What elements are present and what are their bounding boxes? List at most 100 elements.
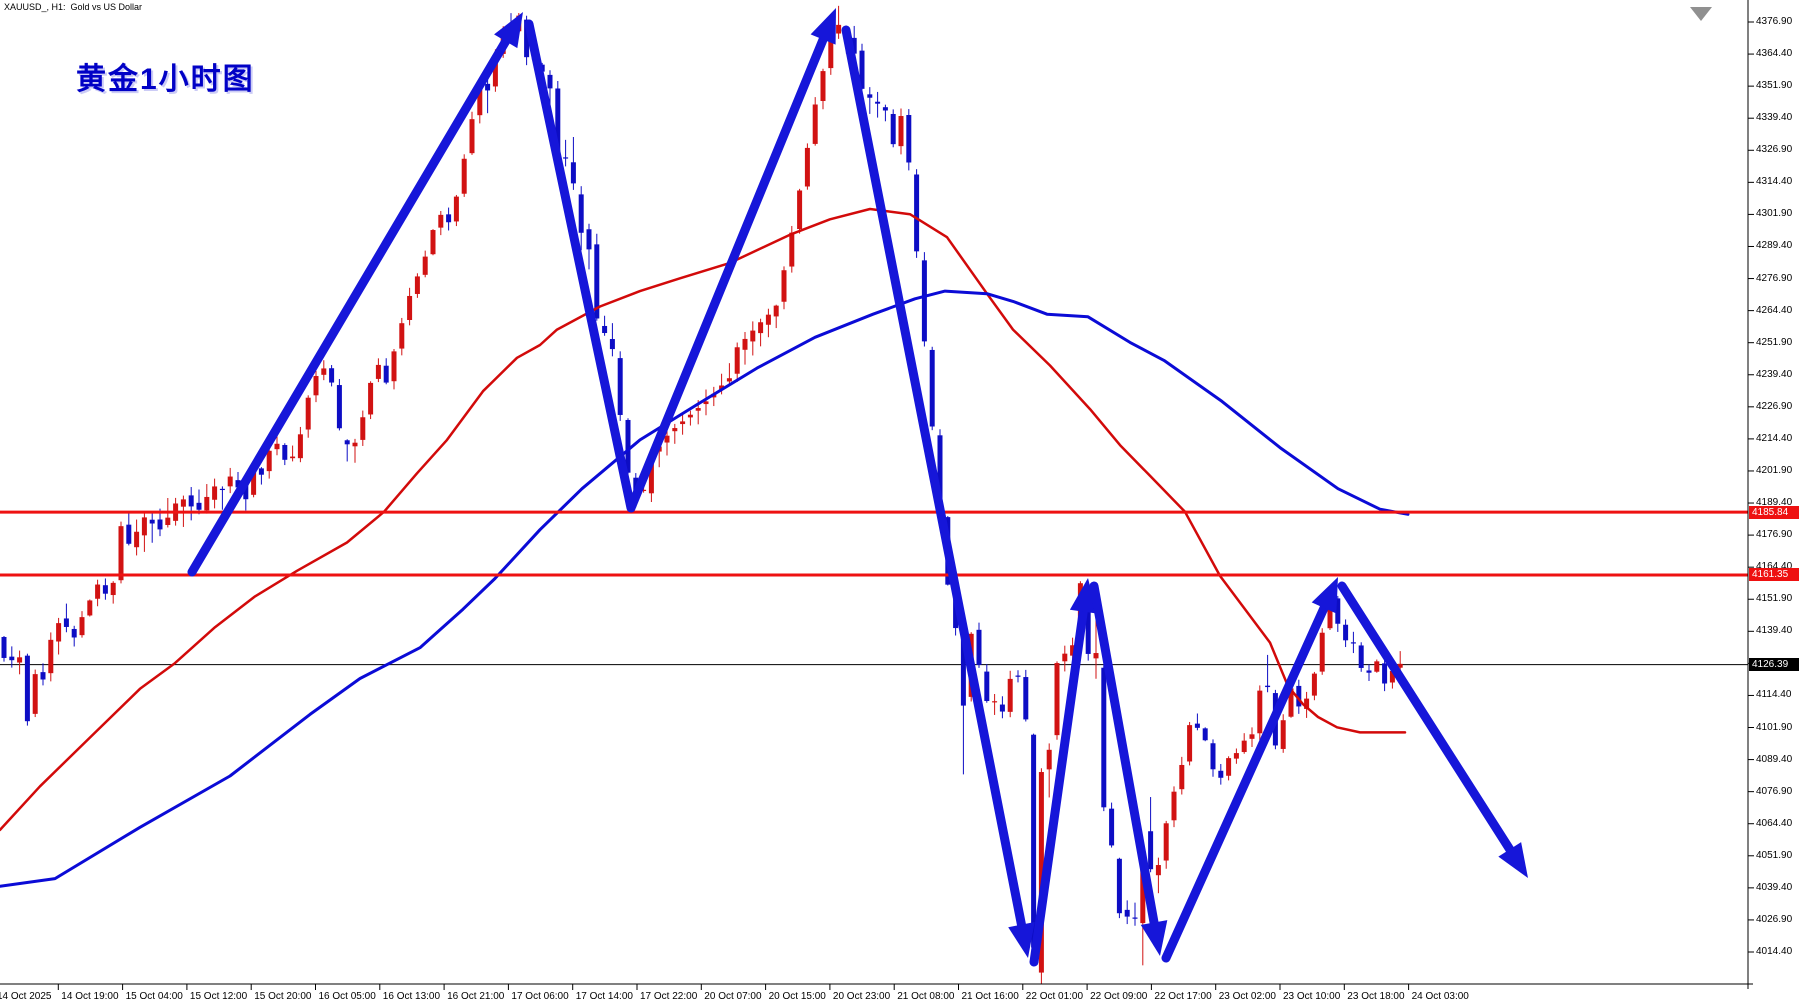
x-axis-label: 23 Oct 02:00 <box>1218 991 1276 1002</box>
candle-down <box>336 385 342 429</box>
candle-up <box>251 469 257 495</box>
candle-down <box>329 368 335 383</box>
candle-down <box>1358 645 1364 668</box>
level-price-badge: 4161.35 <box>1749 568 1799 582</box>
candle-up <box>1241 740 1247 753</box>
candle-up <box>1179 764 1185 790</box>
arrow-head <box>1008 922 1035 958</box>
candle-up <box>274 443 280 450</box>
x-axis-label: 15 Oct 04:00 <box>125 991 183 1002</box>
y-axis-label: 4289.40 <box>1756 240 1793 252</box>
y-axis-label: 4351.90 <box>1756 80 1793 92</box>
candle-down <box>282 444 288 460</box>
y-axis-label: 4339.40 <box>1756 112 1793 124</box>
candle-down <box>547 74 553 89</box>
candle-down <box>1124 909 1130 917</box>
plot-area[interactable] <box>0 5 1748 984</box>
candle-up <box>87 600 93 616</box>
candle-down <box>563 157 569 159</box>
candle-down <box>1085 595 1091 654</box>
trend-arrow-recovery-leg[interactable] <box>1161 577 1338 963</box>
arrow-head <box>1498 842 1528 878</box>
candle-up <box>110 582 116 596</box>
y-axis-label: 4101.90 <box>1756 721 1793 733</box>
candle-up <box>461 158 467 194</box>
x-axis-label: 21 Oct 16:00 <box>961 991 1019 1002</box>
candle-up <box>414 276 420 294</box>
candle-up <box>56 623 62 642</box>
candle-up <box>898 116 904 147</box>
candle-up <box>477 85 483 116</box>
candle-up <box>368 382 374 415</box>
candle-down <box>1 636 7 658</box>
trend-arrow-crash-leg-2[interactable] <box>1089 581 1168 956</box>
candle-up <box>836 24 842 34</box>
candle-up <box>719 385 725 390</box>
candle-down <box>859 50 865 89</box>
candle-up <box>469 119 475 154</box>
candle-down <box>219 488 225 491</box>
y-axis-label: 4039.40 <box>1756 881 1793 893</box>
candle-up <box>165 517 171 525</box>
candle-down <box>890 113 896 145</box>
candle-up <box>758 322 764 334</box>
candle-down <box>586 229 592 250</box>
candle-up <box>1374 661 1380 672</box>
candle-down <box>976 629 982 665</box>
candle-up <box>742 338 748 350</box>
candle-down <box>984 671 990 702</box>
candle-up <box>1140 856 1146 924</box>
candle-down <box>602 325 608 334</box>
candle-up <box>227 476 233 487</box>
candle-up <box>399 323 405 349</box>
candle-up <box>1319 632 1325 672</box>
trend-arrow-trend-up-1[interactable] <box>187 12 523 577</box>
trend-arrow-forecast-down[interactable] <box>1337 581 1528 878</box>
candle-up <box>141 517 147 536</box>
candle-down <box>570 162 576 184</box>
x-axis-label: 14 Oct 19:00 <box>61 991 119 1002</box>
candle-up <box>352 442 358 447</box>
candle-down <box>243 485 249 500</box>
candle-up <box>1226 758 1232 776</box>
x-axis-label: 17 Oct 22:00 <box>640 991 698 1002</box>
x-axis-label: 16 Oct 13:00 <box>382 991 441 1002</box>
candle-down <box>446 214 452 223</box>
candle-up <box>726 378 732 382</box>
candle-down <box>578 194 584 233</box>
candle-down <box>126 524 132 544</box>
arrow-shaft <box>1161 589 1335 963</box>
candle-up <box>266 450 272 472</box>
candle-up <box>648 455 654 494</box>
candle-down <box>258 468 264 475</box>
candle-down <box>9 656 15 661</box>
y-axis-label: 4301.90 <box>1756 208 1793 220</box>
candle-up <box>407 295 413 320</box>
candle-up <box>1389 670 1395 683</box>
x-axis-label: 21 Oct 08:00 <box>897 991 955 1002</box>
candle-up <box>391 351 397 382</box>
candle-up <box>48 639 54 674</box>
candle-up <box>375 364 381 379</box>
trend-arrow-crash-leg-1[interactable] <box>841 25 1035 958</box>
arrow-shaft <box>1337 581 1523 867</box>
candle-down <box>1210 743 1216 770</box>
trend-arrow-peak1-v-peak2[interactable] <box>524 8 836 513</box>
candle-up <box>687 414 693 418</box>
y-axis-label: 4376.90 <box>1756 16 1793 27</box>
candle-down <box>594 244 600 319</box>
symbol-title: XAUUSD_, H1: Gold vs US Dollar <box>4 2 143 12</box>
chart-shift-marker-icon[interactable] <box>1690 7 1712 21</box>
candle-down <box>1023 677 1029 720</box>
candle-up <box>305 397 311 430</box>
candle-up <box>297 434 303 459</box>
candle-up <box>1249 734 1255 739</box>
candle-down <box>71 628 77 638</box>
candle-down <box>555 88 561 152</box>
candle-down <box>914 174 920 252</box>
candle-up <box>664 435 670 443</box>
arrow-head <box>1311 577 1338 614</box>
candle-up <box>1311 673 1317 696</box>
candle-up <box>95 584 101 599</box>
